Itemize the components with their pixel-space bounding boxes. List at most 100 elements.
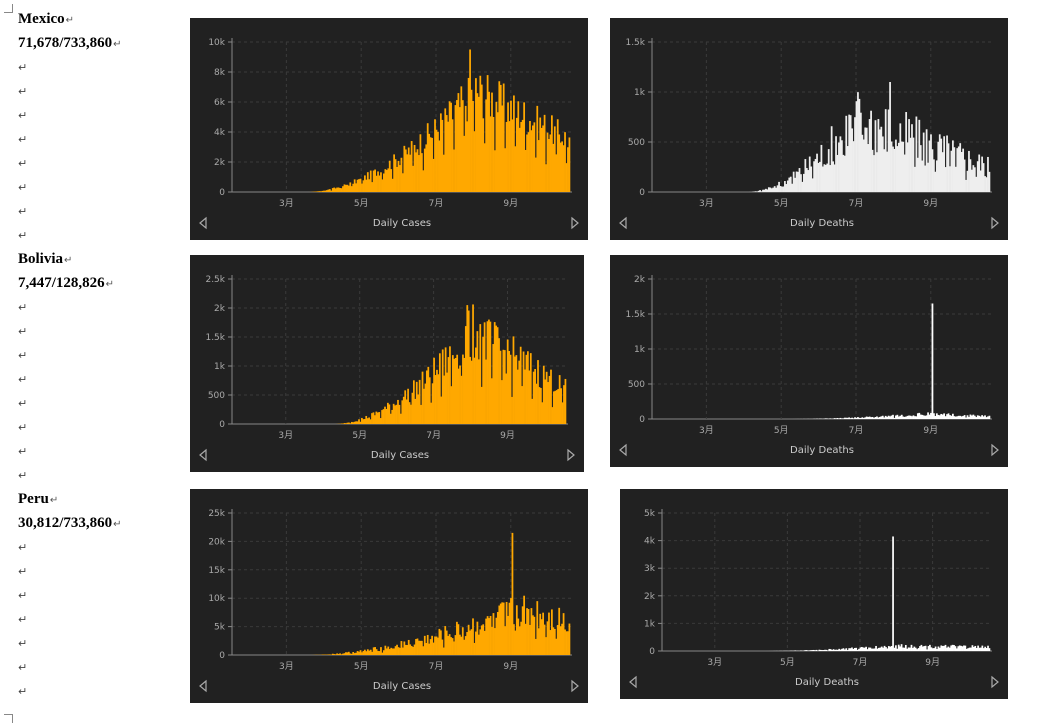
bar — [954, 166, 957, 192]
bar — [381, 652, 384, 655]
bar — [980, 647, 982, 651]
bar — [324, 190, 327, 192]
paragraph-mark: ↵ — [18, 205, 28, 218]
bar — [842, 418, 845, 419]
bar — [909, 137, 912, 192]
bar — [495, 617, 498, 655]
bar — [454, 357, 457, 424]
bar — [399, 165, 401, 192]
bar — [975, 647, 978, 651]
bar — [340, 188, 343, 192]
bar — [495, 101, 498, 192]
bar — [890, 141, 893, 192]
bar — [439, 113, 442, 192]
bar — [346, 422, 349, 424]
bar — [552, 627, 555, 655]
bar — [817, 162, 820, 192]
bar — [886, 151, 889, 192]
bar — [927, 646, 930, 651]
bar — [943, 136, 946, 192]
bar — [530, 130, 533, 192]
bar — [402, 173, 404, 192]
x-tick-label: 3月 — [699, 425, 714, 436]
paragraph-mark: ↵ — [18, 301, 28, 314]
bar — [368, 650, 371, 655]
bar — [854, 417, 856, 419]
x-tick-label: 3月 — [699, 198, 714, 209]
bar — [822, 650, 825, 651]
bar — [934, 415, 937, 419]
y-tick-label: 0 — [639, 415, 645, 425]
bar — [393, 648, 395, 655]
bar — [844, 649, 846, 651]
x-axis-title: Daily Deaths — [795, 677, 859, 688]
bar — [878, 129, 881, 192]
bar — [879, 647, 882, 651]
bar — [867, 144, 870, 192]
bar — [546, 621, 549, 655]
bar — [988, 415, 991, 419]
bar — [953, 147, 956, 192]
bar — [494, 150, 496, 192]
bar — [946, 135, 948, 192]
bar — [843, 417, 846, 419]
bar — [966, 170, 969, 192]
bar — [397, 399, 399, 424]
bar — [375, 175, 378, 192]
bar — [466, 632, 469, 655]
paragraph-mark: ↵ — [18, 661, 28, 674]
bar — [955, 648, 958, 651]
bar — [855, 417, 858, 419]
bar — [470, 89, 473, 192]
bar — [317, 191, 320, 192]
bar — [953, 416, 956, 419]
bar — [421, 371, 424, 424]
bar — [499, 84, 502, 192]
bar — [558, 607, 561, 655]
bar — [508, 350, 511, 424]
bar — [870, 417, 872, 419]
bar — [784, 181, 786, 192]
bar — [529, 121, 531, 192]
bar — [916, 157, 919, 192]
bar — [873, 648, 876, 651]
scroll-right-icon — [571, 216, 579, 230]
bar — [984, 176, 986, 192]
bar — [479, 75, 482, 192]
bar — [776, 185, 779, 192]
bar — [428, 133, 431, 192]
bar — [488, 319, 490, 424]
bar — [537, 140, 540, 192]
bar — [985, 647, 988, 651]
country-stat: 7,447/128,826 — [18, 275, 105, 291]
page-corner-mark — [4, 4, 13, 13]
bar — [501, 105, 504, 192]
bar — [861, 417, 864, 419]
bar — [896, 648, 899, 651]
scroll-right-icon — [571, 679, 579, 693]
bar — [418, 155, 420, 192]
y-tick-label: 20k — [208, 537, 225, 547]
bar — [883, 645, 886, 651]
bar — [921, 414, 924, 419]
bar — [836, 154, 839, 192]
bar — [985, 417, 988, 419]
bar — [511, 119, 514, 192]
bar — [564, 629, 566, 655]
country-block-bolivia: Bolivia↵ 7,447/128,826↵ ↵ ↵ ↵ ↵ ↵ ↵ ↵ ↵ — [18, 248, 178, 488]
bar — [407, 639, 410, 655]
bar — [804, 650, 807, 651]
bar — [775, 187, 778, 192]
bar — [871, 149, 874, 192]
bar — [805, 168, 808, 192]
bar — [855, 647, 858, 651]
bar — [460, 86, 463, 192]
bar — [916, 649, 919, 651]
bar — [470, 360, 473, 424]
bar — [355, 183, 358, 192]
bar — [905, 416, 908, 419]
bar — [451, 638, 454, 655]
y-tick-label: 1.5k — [625, 310, 645, 320]
bar — [444, 626, 447, 655]
bar — [922, 132, 925, 192]
